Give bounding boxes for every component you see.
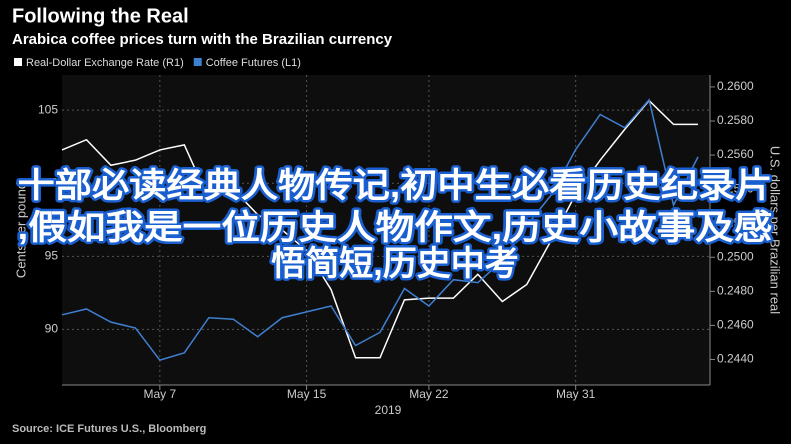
legend-label: Coffee Futures (L1): [206, 57, 301, 69]
y-tick-label: 100: [38, 175, 58, 189]
series-line: [61, 99, 698, 359]
legend-swatch: [14, 58, 22, 66]
y2-tick-label: 0.2460: [717, 318, 754, 332]
series-line: [61, 98, 699, 362]
y-tick-label: 95: [45, 248, 59, 262]
overlay-text: 悟简短,历史中考: [271, 245, 518, 283]
legend-swatch: [193, 58, 202, 66]
chart-title: Following the Real: [12, 5, 189, 27]
y2-axis-label: U.S. dollars per Brazilian real: [768, 146, 783, 314]
x-tick-label: May 22: [409, 387, 449, 401]
chart-subtitle: Arabica coffee prices turn with the Braz…: [12, 31, 393, 48]
y2-tick-label: 0.2520: [717, 215, 754, 229]
y-tick-label: 105: [38, 102, 58, 116]
legend-label: Real-Dollar Exchange Rate (R1): [26, 57, 184, 69]
x-tick-label: May 31: [556, 387, 596, 401]
y2-tick-label: 0.2600: [717, 79, 754, 93]
overlay-text: ,假如我是一位历史人物作文,历史小故事及感: [18, 209, 773, 247]
source: Source: ICE Futures U.S., Bloomberg: [12, 423, 206, 435]
x-tick-label: May 7: [144, 387, 177, 401]
x-tick-label: May 15: [287, 387, 327, 401]
y2-tick-label: 0.2560: [717, 147, 754, 161]
y2-tick-label: 0.2480: [717, 283, 754, 297]
y2-tick-label: 0.2580: [717, 113, 754, 127]
y-axis-label: Cents per pound: [13, 182, 28, 278]
x-axis-label: 2019: [375, 403, 402, 417]
y2-tick-label: 0.2500: [717, 249, 754, 263]
y2-tick-label: 0.2440: [717, 352, 754, 366]
legend: Real-Dollar Exchange Rate (R1) Coffee Fut…: [14, 57, 301, 69]
overlay-text: 十部必读经典人物传记,初中生必看历史纪录片: [18, 167, 773, 205]
y2-tick-label: 0.2540: [717, 181, 754, 195]
y-tick-label: 90: [45, 322, 59, 336]
plot-area: [62, 75, 710, 385]
